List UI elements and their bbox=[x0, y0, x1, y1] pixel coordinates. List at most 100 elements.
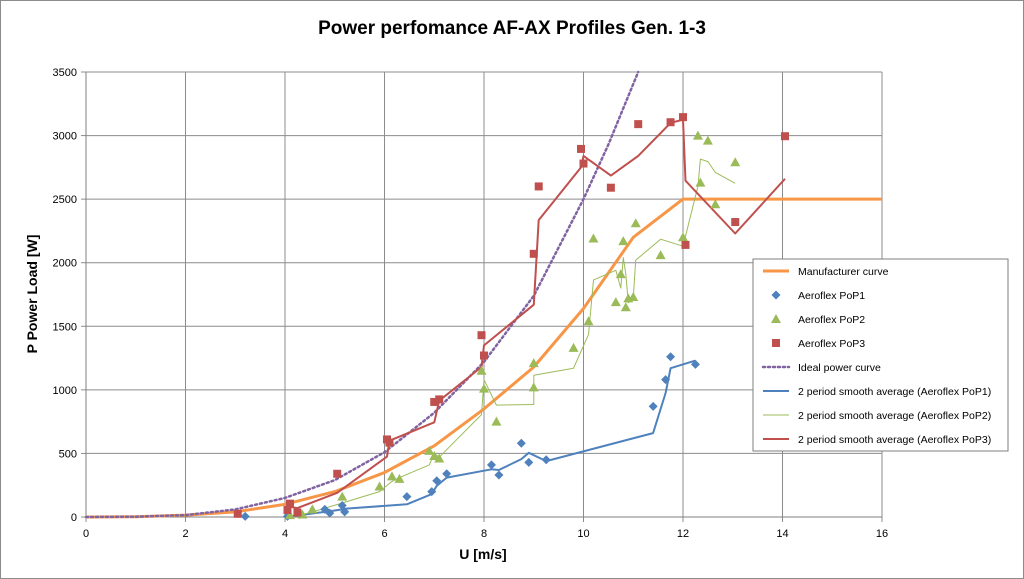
data-point bbox=[424, 445, 435, 455]
data-point bbox=[588, 233, 599, 243]
data-point bbox=[491, 416, 502, 426]
x-tick-label: 10 bbox=[577, 528, 589, 540]
data-point bbox=[284, 510, 295, 520]
x-tick-label: 2 bbox=[182, 528, 188, 540]
legend-label-ideal-power-curve: Ideal power curve bbox=[798, 362, 881, 374]
data-point bbox=[615, 269, 626, 279]
data-point bbox=[283, 506, 292, 515]
data-point bbox=[325, 508, 335, 518]
data-point bbox=[681, 240, 690, 249]
data-point bbox=[690, 359, 700, 369]
data-point bbox=[386, 471, 397, 481]
x-axis-label: U [m/s] bbox=[459, 546, 506, 562]
data-point bbox=[666, 352, 676, 362]
y-tick-label: 2500 bbox=[53, 194, 77, 206]
series-line-2-period-smooth-average-aeroflex-pop1 bbox=[289, 359, 696, 518]
data-point bbox=[494, 470, 504, 480]
data-point bbox=[730, 157, 741, 167]
x-tick-label: 6 bbox=[381, 528, 387, 540]
data-point bbox=[429, 450, 440, 460]
data-point bbox=[628, 292, 639, 302]
y-tick-label: 3500 bbox=[53, 67, 77, 79]
data-point bbox=[630, 218, 641, 228]
data-point bbox=[583, 316, 594, 326]
data-point bbox=[240, 511, 250, 521]
data-point bbox=[385, 438, 394, 447]
legend-box bbox=[752, 258, 1009, 452]
legend-label-aeroflex-pop1: Aeroflex PoP1 bbox=[798, 290, 865, 302]
data-point bbox=[541, 455, 551, 465]
data-point bbox=[435, 395, 444, 404]
data-point bbox=[479, 383, 489, 393]
data-point bbox=[692, 130, 703, 140]
data-point bbox=[394, 473, 405, 483]
plot-area bbox=[84, 70, 882, 521]
data-point bbox=[430, 397, 439, 406]
legend-label-manufacturer-curve: Manufacturer curve bbox=[798, 266, 889, 278]
legend-label-2-period-smooth-average-aeroflex-pop1: 2 period smooth average (Aeroflex PoP1) bbox=[798, 386, 991, 398]
data-point bbox=[293, 508, 302, 517]
data-point bbox=[340, 507, 350, 517]
data-point bbox=[618, 236, 629, 246]
data-point bbox=[731, 218, 740, 227]
data-point bbox=[480, 351, 488, 360]
data-point bbox=[568, 342, 579, 352]
data-point bbox=[374, 481, 385, 491]
data-point bbox=[476, 365, 487, 375]
y-axis-label: P Power Load [W] bbox=[24, 235, 40, 354]
y-tick-label: 3000 bbox=[53, 131, 77, 143]
x-tick-label: 14 bbox=[776, 528, 788, 540]
data-point bbox=[307, 504, 318, 514]
data-point bbox=[666, 118, 675, 127]
legend-label-2-period-smooth-average-aeroflex-pop3: 2 period smooth average (Aeroflex PoP3) bbox=[798, 434, 991, 446]
y-tick-label: 500 bbox=[59, 448, 77, 460]
data-point bbox=[516, 438, 526, 448]
data-point bbox=[780, 132, 789, 141]
tick-labels: 0 2 4 6 8 10 12 14 16 0 500 1000 1500 2000 2500 3000 350… bbox=[53, 67, 889, 540]
data-point bbox=[606, 183, 615, 192]
data-point bbox=[679, 113, 687, 122]
legend: Manufacturer curve Aeroflex PoP1 Aeroflex … bbox=[752, 258, 1009, 452]
legend-label-2-period-smooth-average-aeroflex-pop2: 2 period smooth average (Aeroflex PoP2) bbox=[798, 410, 991, 422]
x-tick-label: 0 bbox=[83, 528, 89, 540]
legend-swatch-aeroflex-pop1 bbox=[771, 290, 781, 300]
data-point bbox=[285, 499, 294, 508]
data-point bbox=[528, 358, 539, 368]
series-line-2-period-smooth-average-aeroflex-pop3 bbox=[286, 118, 786, 513]
legend-label-aeroflex-pop3: Aeroflex PoP3 bbox=[798, 338, 865, 350]
data-point bbox=[528, 382, 539, 392]
data-point bbox=[427, 487, 437, 497]
series-line-ideal-power-curve bbox=[84, 70, 640, 519]
data-point bbox=[579, 159, 588, 168]
data-point bbox=[620, 302, 631, 312]
series-points-aeroflex-pop2 bbox=[284, 130, 741, 520]
data-point bbox=[529, 249, 538, 258]
data-point bbox=[610, 297, 621, 307]
chart-title: Power perfomance AF-AX Profiles Gen. 1-3 bbox=[318, 18, 706, 39]
x-tick-label: 16 bbox=[876, 528, 888, 540]
data-point bbox=[648, 401, 658, 411]
data-point bbox=[695, 177, 706, 187]
data-point bbox=[655, 250, 666, 260]
data-point bbox=[432, 476, 442, 486]
data-point bbox=[702, 135, 713, 145]
data-point bbox=[534, 182, 543, 191]
y-tick-label: 2000 bbox=[53, 258, 77, 270]
legend-swatch-aeroflex-pop2 bbox=[771, 314, 781, 323]
series-points-aeroflex-pop3 bbox=[233, 113, 789, 518]
x-tick-label: 4 bbox=[282, 528, 288, 540]
x-tick-label: 12 bbox=[677, 528, 689, 540]
axes bbox=[81, 71, 883, 522]
data-point bbox=[337, 491, 348, 501]
data-point bbox=[577, 144, 586, 153]
data-point bbox=[678, 232, 688, 242]
legend-label-aeroflex-pop2: Aeroflex PoP2 bbox=[798, 314, 865, 326]
data-point bbox=[434, 453, 445, 463]
x-tick-label: 8 bbox=[481, 528, 487, 540]
data-point bbox=[634, 120, 643, 129]
data-point bbox=[442, 469, 452, 479]
data-point bbox=[333, 469, 342, 478]
series-line-manufacturer-curve bbox=[85, 197, 882, 519]
